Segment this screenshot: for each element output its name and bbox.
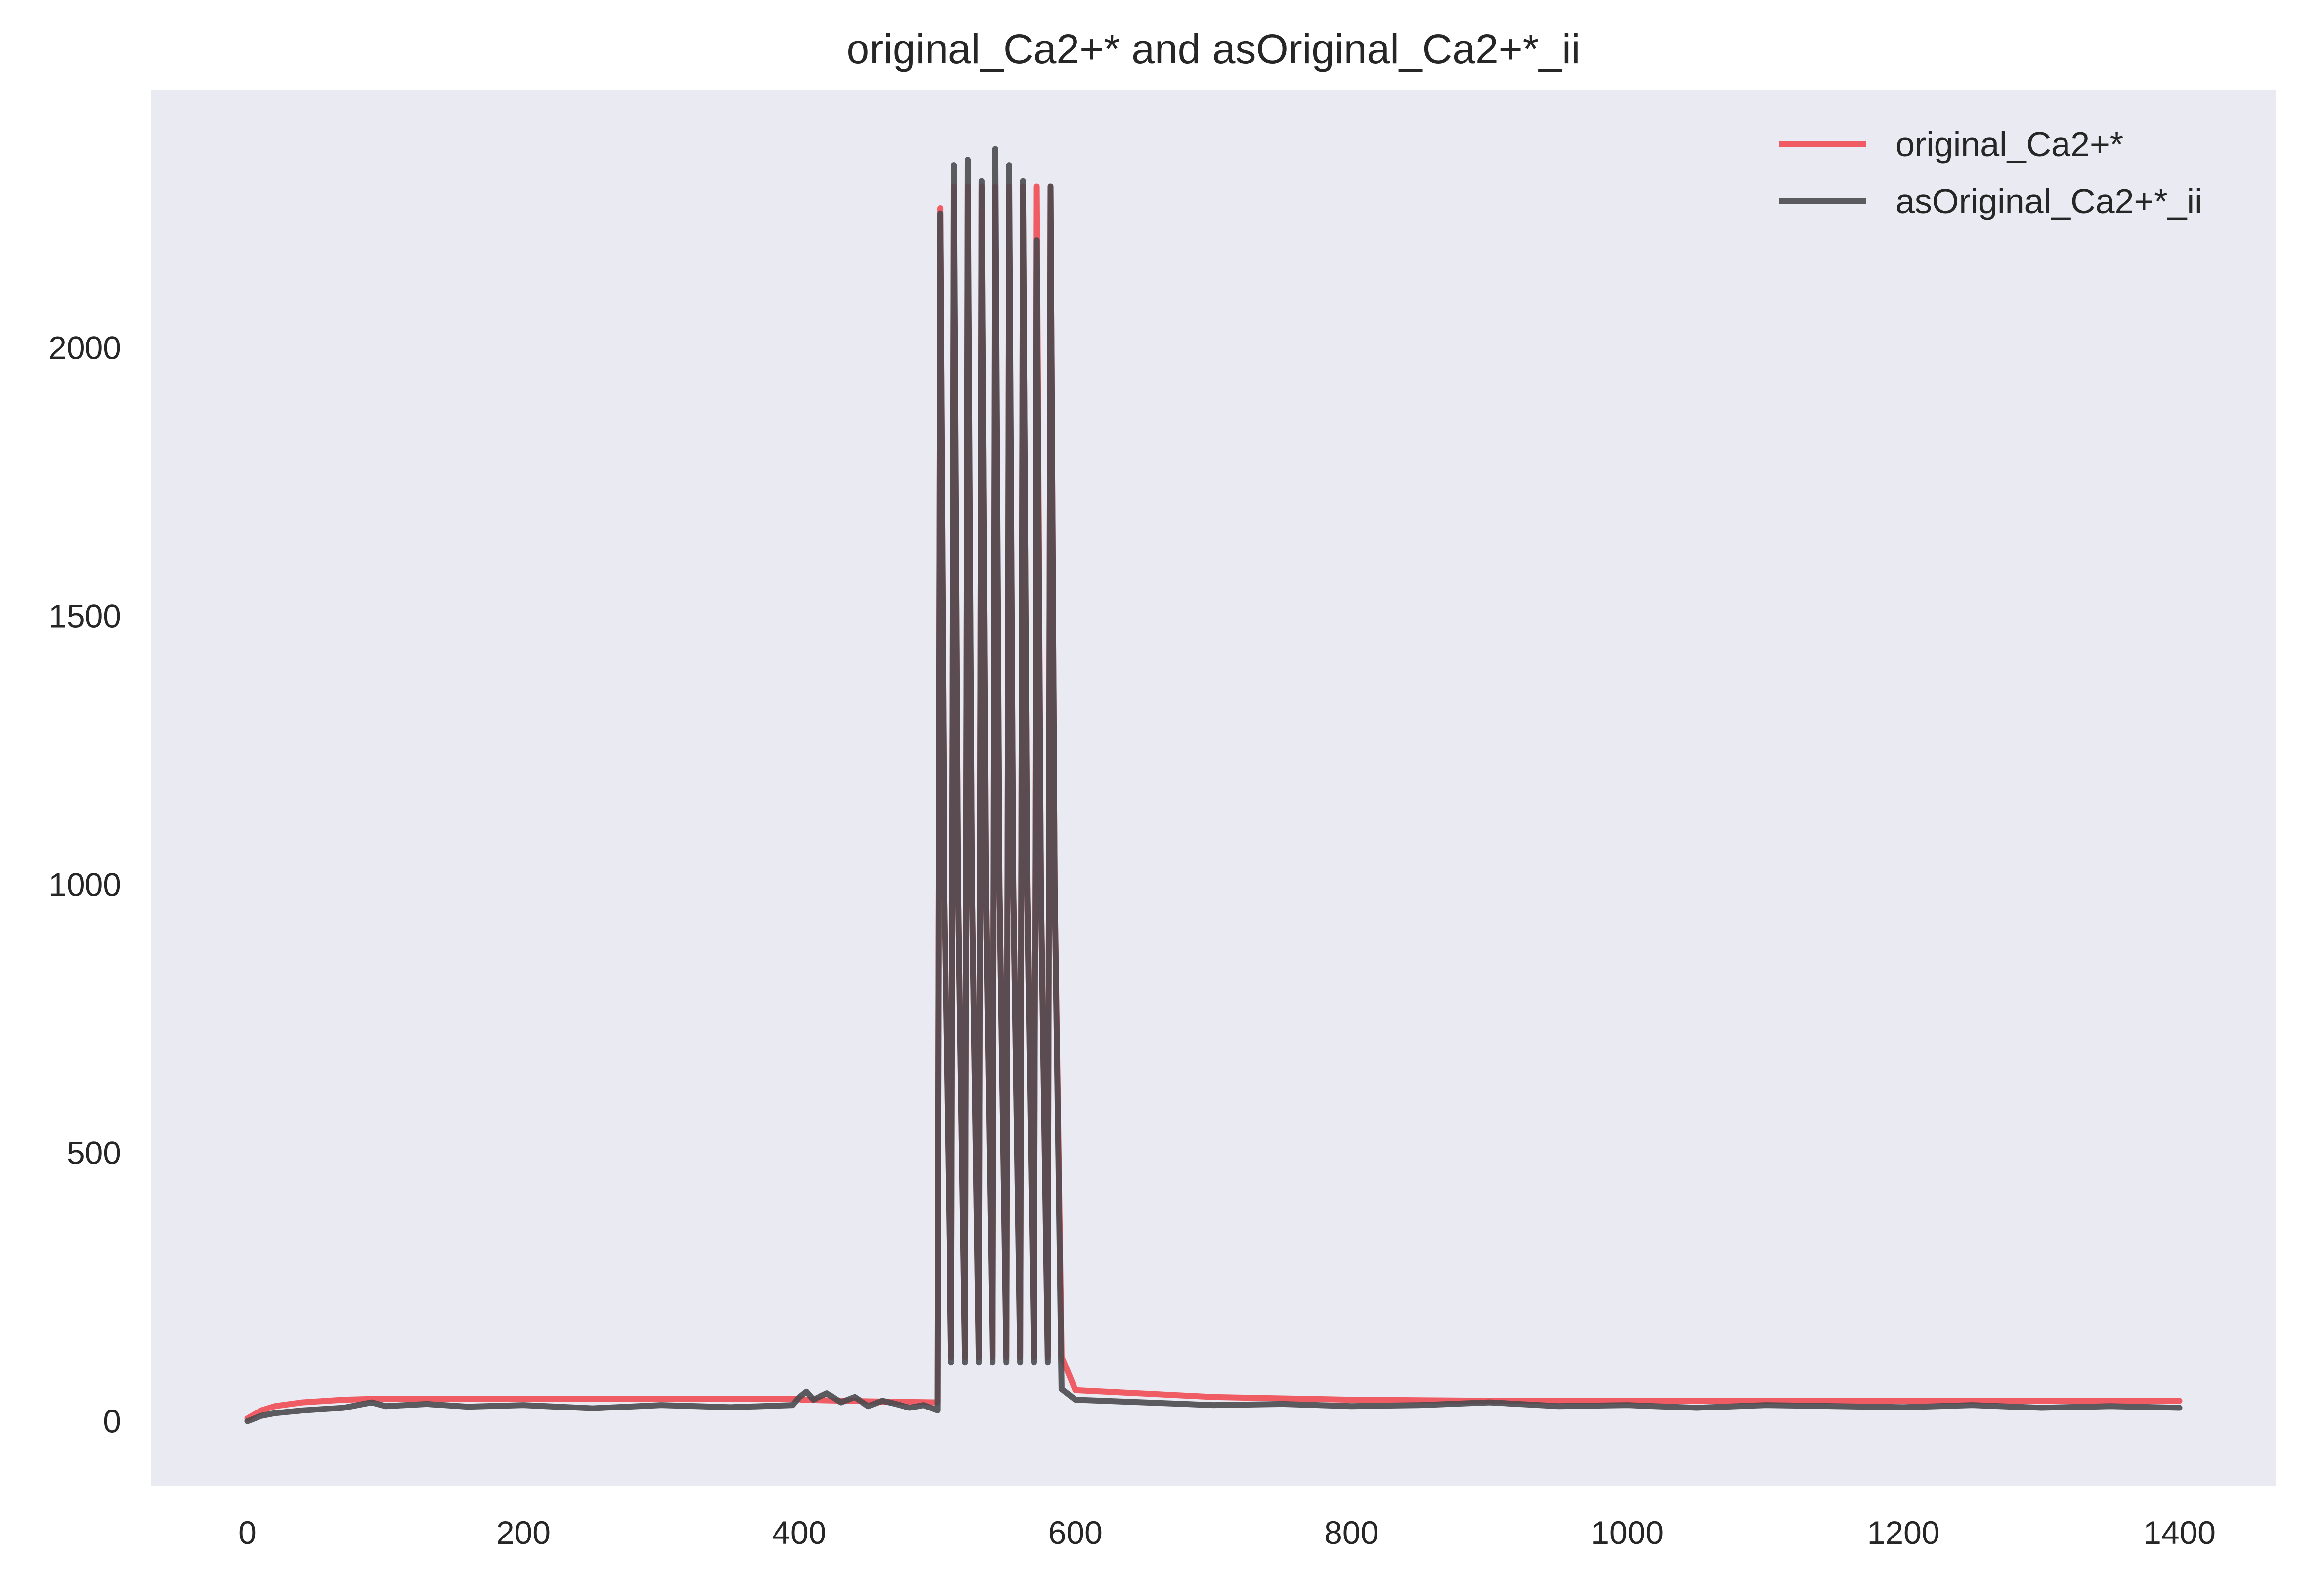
x-tick-label: 1400 xyxy=(2143,1514,2216,1551)
x-tick-label: 400 xyxy=(772,1514,826,1551)
x-tick-label: 1200 xyxy=(1867,1514,1940,1551)
x-axis-ticks: 0 200 400 600 800 1000 1200 1400 xyxy=(238,1514,2216,1551)
series-line-2 xyxy=(244,146,2183,1424)
y-axis-ticks: 0 500 1000 1500 2000 xyxy=(48,329,121,1439)
legend: original_Ca2+* asOriginal_Ca2+*_ii xyxy=(1779,125,2202,220)
x-tick-label: 600 xyxy=(1048,1514,1103,1551)
y-tick-label: 500 xyxy=(67,1135,121,1171)
legend-label-2: asOriginal_Ca2+*_ii xyxy=(1895,182,2202,220)
y-tick-label: 1500 xyxy=(48,598,121,634)
chart-title: original_Ca2+* and asOriginal_Ca2+*_ii xyxy=(847,26,1581,72)
y-tick-label: 2000 xyxy=(48,329,121,366)
plot-area xyxy=(151,90,2276,1486)
x-tick-label: 800 xyxy=(1324,1514,1378,1551)
y-tick-label: 1000 xyxy=(48,866,121,903)
legend-label-1: original_Ca2+* xyxy=(1895,125,2123,164)
x-tick-label: 1000 xyxy=(1591,1514,1664,1551)
x-tick-label: 0 xyxy=(238,1514,257,1551)
x-tick-label: 200 xyxy=(496,1514,551,1551)
series-layer xyxy=(244,146,2183,1424)
y-tick-label: 0 xyxy=(103,1403,121,1440)
